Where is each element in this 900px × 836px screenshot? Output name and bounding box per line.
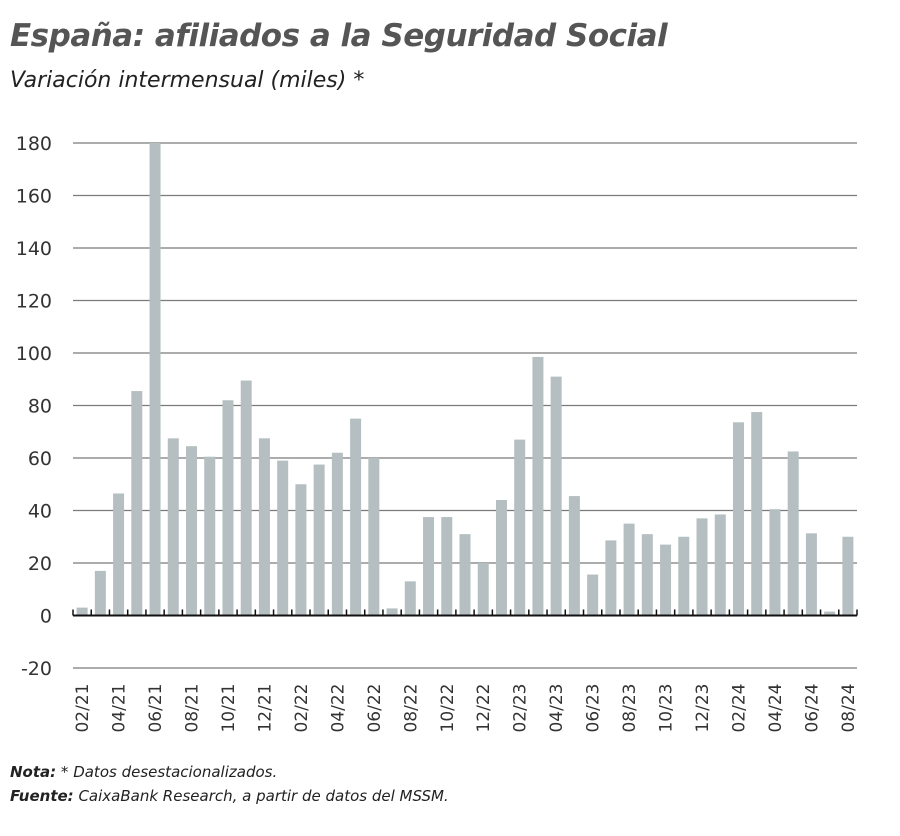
bar-09/23 [641, 534, 653, 616]
bar-07/23 [605, 540, 617, 616]
x-tick-label: 02/21 [73, 684, 93, 733]
bar-05/23 [568, 496, 580, 616]
bar-03/21 [94, 570, 106, 616]
bar-11/21 [240, 380, 252, 616]
bar-02/21 [76, 607, 88, 616]
bar-05/24 [787, 451, 799, 616]
bar-12/22 [477, 563, 489, 616]
y-tick-label: 180 [16, 133, 52, 155]
y-tick-label: 60 [28, 448, 52, 470]
bar-02/23 [514, 439, 526, 616]
bar-08/22 [404, 581, 416, 616]
bar-08/21 [186, 446, 198, 616]
x-tick-label: 06/24 [802, 684, 822, 733]
bar-06/23 [587, 574, 599, 616]
bar-03/24 [751, 412, 763, 616]
bar-12/23 [696, 518, 708, 616]
chart-notes: Nota: * Datos desestacionalizados. Fuent… [10, 760, 449, 808]
y-tick-label: 160 [16, 186, 52, 208]
bar-07/22 [386, 608, 398, 616]
y-tick-label: 80 [28, 396, 52, 418]
fuente-line: Fuente: CaixaBank Research, a partir de … [10, 784, 449, 808]
y-tick-label: 40 [28, 501, 52, 523]
bar-01/23 [495, 500, 507, 616]
bar-chart: -20 0 20 40 60 80 100 120 140 160 180 02/21 04/21 06/… [16, 133, 859, 733]
bar-01/22 [277, 460, 289, 616]
bar-04/23 [550, 376, 562, 616]
bar-06/21 [149, 143, 161, 616]
x-tick-label: 10/22 [438, 684, 458, 733]
bar-08/23 [623, 523, 635, 616]
bar-10/23 [660, 544, 672, 616]
x-tick-label: 12/21 [255, 684, 275, 733]
bar-07/24 [824, 611, 836, 616]
x-tick-label: 12/23 [693, 684, 713, 733]
x-tick-label: 04/23 [547, 684, 567, 733]
bar-04/24 [769, 509, 781, 616]
bar-02/22 [295, 484, 307, 616]
x-tick-label: 04/22 [328, 684, 348, 733]
bar-04/21 [113, 493, 125, 616]
x-tick-label: 04/21 [110, 684, 130, 733]
x-tick-label: 06/23 [584, 684, 604, 733]
bar-04/22 [331, 452, 343, 616]
chart-subtitle: Variación intermensual (miles) * [10, 68, 365, 93]
y-tick-label: -20 [21, 658, 52, 680]
x-tick-label: 04/24 [766, 684, 786, 733]
y-tick-label: 140 [16, 238, 52, 260]
x-tick-label: 08/23 [620, 684, 640, 733]
y-tick-label: 100 [16, 343, 52, 365]
x-tick-label: 10/21 [219, 684, 239, 733]
y-tick-label: 0 [40, 606, 52, 628]
x-tick-label: 02/22 [292, 684, 312, 733]
x-tick-label: 02/24 [729, 684, 749, 733]
bar-07/21 [167, 438, 179, 616]
bar-03/22 [313, 464, 325, 616]
x-tick-label: 12/22 [474, 684, 494, 733]
bar-06/22 [368, 458, 380, 616]
bar-12/21 [258, 438, 270, 616]
x-tick-label: 06/21 [146, 684, 166, 733]
bar-09/21 [204, 456, 216, 616]
nota-line: Nota: * Datos desestacionalizados. [10, 760, 449, 784]
bar-02/24 [732, 422, 744, 616]
nota-label: Nota: [10, 763, 57, 781]
x-tick-label: 02/23 [511, 684, 531, 733]
bar-09/22 [423, 517, 435, 616]
bar-11/23 [678, 536, 690, 616]
bar-01/24 [714, 514, 726, 616]
chart-title: España: afiliados a la Seguridad Social [10, 18, 668, 54]
x-tick-label: 10/23 [657, 684, 677, 733]
y-tick-label: 20 [28, 553, 52, 575]
bar-08/24 [842, 536, 854, 616]
bar-11/22 [459, 534, 471, 616]
x-tick-label: 08/24 [839, 684, 859, 733]
nota-text: * Datos desestacionalizados. [56, 763, 278, 781]
x-tick-label: 08/22 [401, 684, 421, 733]
bar-10/22 [441, 517, 453, 616]
bar-05/22 [350, 418, 362, 616]
bar-10/21 [222, 400, 234, 616]
fuente-label: Fuente: [10, 787, 74, 805]
x-tick-label: 08/21 [183, 684, 203, 733]
bar-05/21 [131, 391, 143, 616]
x-tick-label: 06/22 [365, 684, 385, 733]
y-tick-label: 120 [16, 291, 52, 313]
fuente-text: CaixaBank Research, a partir de datos de… [73, 787, 449, 805]
bar-03/23 [532, 356, 544, 616]
bar-06/24 [805, 533, 817, 616]
